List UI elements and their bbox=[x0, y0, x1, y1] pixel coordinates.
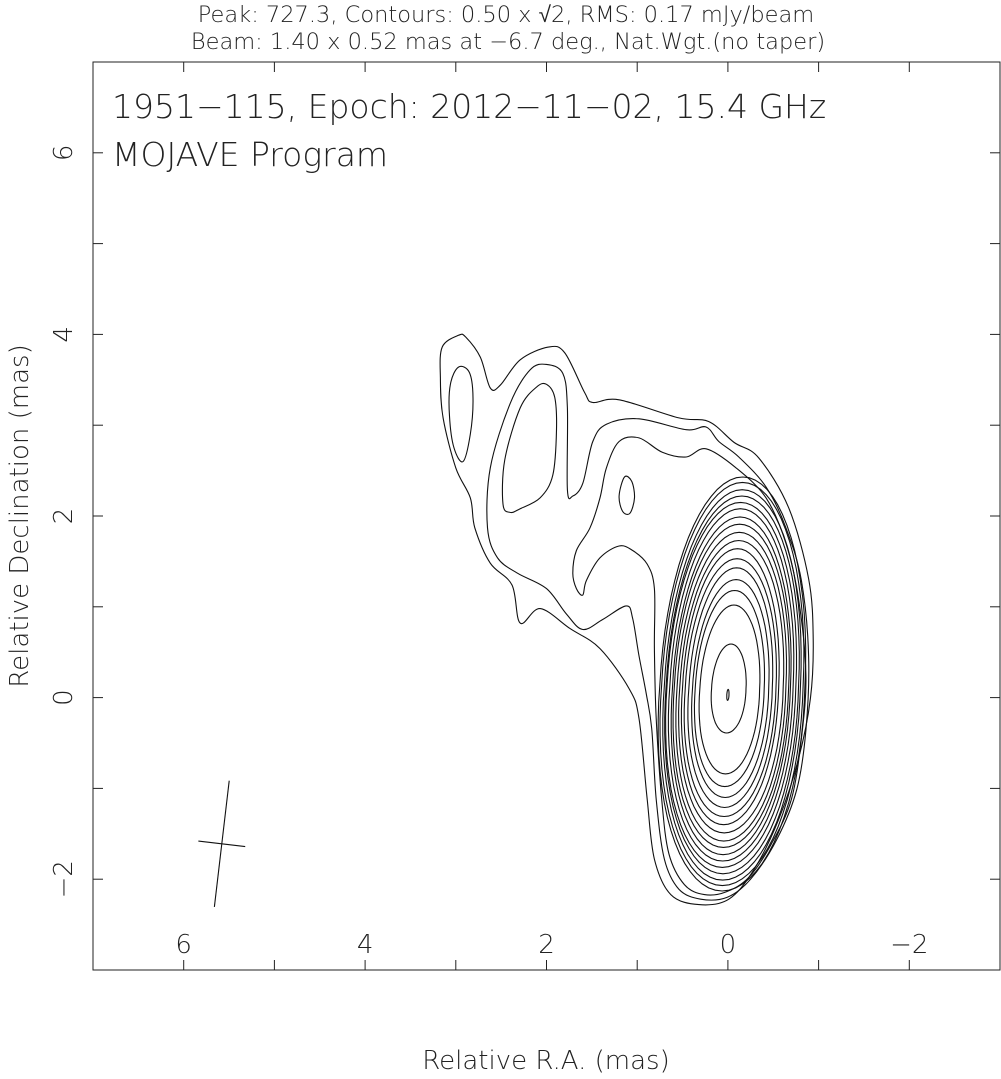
y-tick-label: 4 bbox=[49, 326, 79, 343]
contour-ring bbox=[698, 604, 761, 775]
x-tick-label: 4 bbox=[357, 930, 374, 960]
x-tick-label: −2 bbox=[890, 930, 928, 960]
contour-ring bbox=[659, 481, 805, 887]
contour-ring bbox=[691, 579, 770, 799]
y-axis-label: Relative Declination (mas) bbox=[5, 344, 35, 687]
plot-frame bbox=[92, 61, 1001, 971]
contour-ring bbox=[726, 688, 730, 701]
contour-line bbox=[501, 382, 558, 514]
contour-ring bbox=[680, 548, 780, 826]
contour-line bbox=[572, 436, 807, 896]
contour-ring bbox=[665, 501, 798, 868]
beam-cross bbox=[198, 780, 246, 907]
x-tick-label: 0 bbox=[720, 930, 737, 960]
x-tick-label: 6 bbox=[175, 930, 192, 960]
axis-ticks bbox=[92, 61, 1001, 971]
y-tick-label: 6 bbox=[49, 145, 79, 162]
contour-line bbox=[618, 475, 636, 515]
x-axis-label: Relative R.A. (mas) bbox=[422, 1046, 669, 1076]
plot-title: 1951−115, Epoch: 2012−11−02, 15.4 GHz bbox=[112, 87, 826, 126]
contour-ring bbox=[678, 539, 785, 834]
contour-ring bbox=[693, 589, 766, 788]
contour-ring bbox=[667, 508, 795, 862]
contour-line bbox=[448, 365, 474, 463]
beam-minor-axis bbox=[198, 840, 246, 848]
axis-tick-labels: 6 4 2 0 −2 6 4 2 0 −2 bbox=[49, 145, 928, 960]
contour-ring bbox=[687, 567, 774, 809]
y-tick-label: 2 bbox=[49, 508, 79, 525]
plot-subtitle: MOJAVE Program bbox=[112, 135, 388, 174]
contour-line bbox=[439, 333, 814, 906]
y-tick-label: 0 bbox=[49, 689, 79, 706]
contour-ring bbox=[675, 531, 788, 842]
y-tick-label: −2 bbox=[49, 860, 79, 898]
contour-ring bbox=[710, 643, 747, 734]
header-peak-contours-rms: Peak: 727.3, Contours: 0.50 x √2, RMS: 0… bbox=[198, 2, 814, 28]
contour-ring bbox=[670, 516, 792, 856]
contour-ring bbox=[662, 489, 802, 881]
contour-ring bbox=[657, 476, 807, 892]
x-tick-label: 2 bbox=[538, 930, 555, 960]
contour-ring bbox=[672, 523, 790, 848]
contour-ring bbox=[664, 495, 800, 875]
contour-line bbox=[486, 363, 810, 901]
contour-ring bbox=[683, 558, 777, 818]
contours bbox=[439, 333, 814, 906]
header-beam-info: Beam: 1.40 x 0.52 mas at −6.7 deg., Nat.… bbox=[191, 29, 825, 55]
